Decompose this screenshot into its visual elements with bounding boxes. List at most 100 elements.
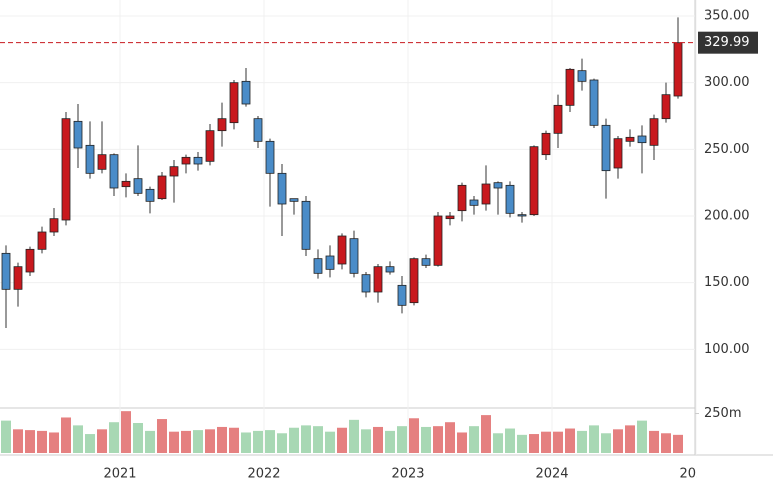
candle-body — [265, 140, 275, 174]
volume-bar — [601, 433, 611, 453]
last-price-box — [698, 31, 758, 54]
candle-body — [661, 94, 671, 120]
candle-body — [385, 266, 395, 273]
volume-bar — [181, 430, 191, 453]
volume-bar — [637, 420, 647, 453]
volume-bar — [349, 419, 359, 453]
volume-bar — [157, 419, 167, 453]
candle-body — [397, 284, 407, 306]
candle-body — [121, 180, 131, 188]
candle-body — [85, 144, 95, 174]
volume-bar — [61, 417, 71, 453]
volume-bar — [277, 433, 287, 453]
candle-body — [277, 172, 287, 205]
candle-body — [205, 130, 215, 162]
y-tick-label: 300.00 — [704, 75, 750, 90]
volume-bar — [445, 422, 455, 453]
candle-body — [241, 80, 251, 105]
volume-tick-label: 250m — [704, 406, 741, 421]
candle-body — [565, 68, 575, 106]
candle-body — [625, 136, 635, 142]
candle-body — [109, 154, 119, 189]
candle-body — [457, 184, 467, 212]
candle-body — [37, 231, 47, 250]
volume-bar — [25, 430, 35, 453]
candle-body — [49, 218, 59, 233]
candle-body — [253, 118, 263, 142]
volume-bar — [361, 429, 371, 453]
volume-bar — [289, 427, 299, 453]
volume-bar — [433, 426, 443, 453]
volume-bar — [265, 430, 275, 453]
volume-bar — [253, 430, 263, 453]
x-tick-label: 2025 — [679, 467, 712, 482]
volume-bar — [85, 434, 95, 453]
volume-bar — [373, 426, 383, 453]
candle-body — [409, 258, 419, 304]
volume-bar — [121, 411, 131, 453]
candle-body — [517, 214, 527, 217]
candle-body — [577, 70, 587, 82]
volume-bar — [133, 423, 143, 453]
volume-bar — [529, 434, 539, 453]
volume-bar — [589, 425, 599, 453]
candle-body — [217, 118, 227, 132]
y-tick-label: 350.00 — [704, 9, 750, 24]
candle-body — [73, 120, 83, 149]
volume-bar — [49, 432, 59, 453]
volume-bar — [13, 429, 23, 453]
volume-bar — [205, 429, 215, 453]
candle-body — [157, 175, 167, 200]
volume-bar — [457, 432, 467, 453]
candle-body — [673, 42, 683, 97]
volume-bar — [493, 433, 503, 453]
candle-body — [145, 188, 155, 202]
volume-bar — [673, 434, 683, 453]
candle-body — [553, 104, 563, 134]
volume-bar — [313, 426, 323, 453]
candle-body — [313, 258, 323, 274]
candle-body — [169, 166, 179, 177]
candle-body — [541, 132, 551, 156]
volume-bar — [613, 429, 623, 453]
volume-bar — [625, 425, 635, 453]
candle-body — [469, 199, 479, 206]
volume-bar — [109, 422, 119, 453]
volume-bar — [661, 433, 671, 453]
candle-body — [325, 255, 335, 270]
candle-body — [445, 215, 455, 220]
volume-bar — [241, 432, 251, 453]
volume-bar — [325, 431, 335, 453]
candle-body — [97, 154, 107, 170]
volume-bar — [541, 431, 551, 453]
volume-bar — [505, 428, 515, 453]
candle-body — [1, 252, 11, 290]
volume-bar — [97, 429, 107, 453]
x-tick-label: 2021 — [103, 467, 136, 482]
candle-body — [433, 215, 443, 266]
x-tick-label: 2022 — [247, 467, 280, 482]
last-price-label: 329.99 — [704, 35, 750, 50]
candle-body — [361, 274, 371, 293]
y-tick-label: 150.00 — [704, 275, 750, 290]
candle-body — [301, 200, 311, 250]
y-tick-label: 100.00 — [704, 342, 750, 357]
candle-body — [289, 198, 299, 202]
marks — [1, 17, 683, 453]
candle-body — [529, 146, 539, 216]
volume-bar — [37, 430, 47, 453]
candle-body — [13, 266, 23, 290]
candle-body — [337, 235, 347, 265]
candle-body — [421, 258, 431, 266]
candle-body — [505, 184, 515, 214]
candle-body — [589, 79, 599, 126]
x-tick-label: 2024 — [535, 467, 568, 482]
volume-bar — [301, 425, 311, 453]
volume-bar — [481, 415, 491, 453]
candle-body — [193, 156, 203, 165]
grid — [0, 0, 697, 455]
y-tick-label: 200.00 — [704, 209, 750, 224]
volume-bar — [517, 434, 527, 453]
candle-body — [373, 266, 383, 293]
